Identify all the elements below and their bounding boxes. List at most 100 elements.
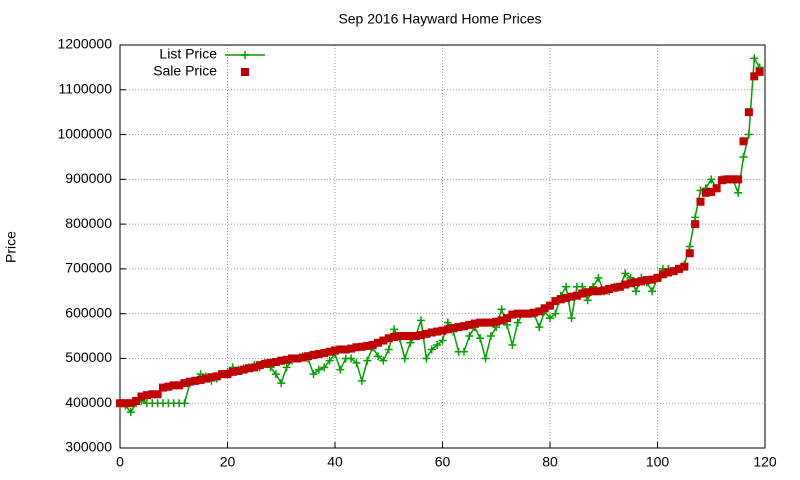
x-tick-label: 60	[435, 454, 451, 470]
data-point	[320, 349, 329, 358]
data-point	[497, 316, 506, 325]
data-point	[341, 345, 350, 354]
data-point	[728, 175, 737, 184]
data-point	[384, 334, 393, 343]
data-point	[642, 276, 651, 285]
data-point	[529, 308, 538, 317]
data-point	[363, 356, 372, 365]
data-point	[486, 332, 495, 341]
data-point	[368, 341, 377, 350]
data-point	[605, 285, 614, 294]
data-point	[567, 314, 576, 323]
data-point	[228, 367, 237, 376]
y-tick-label: 1000000	[57, 125, 112, 141]
data-point	[540, 304, 549, 313]
data-point	[239, 365, 248, 374]
data-point	[750, 54, 759, 63]
data-point	[481, 318, 490, 327]
data-point	[298, 353, 307, 362]
data-point	[486, 318, 495, 327]
data-point	[503, 320, 511, 329]
data-point	[535, 323, 544, 332]
data-point	[325, 356, 334, 365]
data-point	[551, 297, 560, 306]
data-point	[400, 354, 409, 363]
data-point	[261, 359, 270, 368]
data-point	[384, 345, 393, 354]
x-tick-label: 80	[542, 454, 558, 470]
data-point	[148, 390, 157, 399]
data-point	[406, 332, 415, 341]
data-point	[277, 379, 286, 388]
data-point	[546, 314, 554, 323]
data-point	[513, 309, 522, 318]
data-point	[750, 72, 759, 81]
data-point	[406, 338, 415, 347]
data-point	[336, 365, 345, 374]
x-tick-label: 100	[646, 454, 670, 470]
data-point	[196, 375, 205, 384]
data-point	[250, 363, 259, 372]
data-point	[460, 322, 468, 331]
data-point	[271, 370, 280, 379]
data-point	[599, 286, 608, 295]
legend-label: Sale Price	[153, 63, 217, 79]
chart-title: Sep 2016 Hayward Home Prices	[338, 11, 541, 27]
data-point	[212, 372, 221, 381]
data-point	[481, 354, 490, 363]
legend-label: List Price	[159, 46, 217, 62]
data-point	[701, 188, 710, 197]
data-point	[159, 383, 167, 392]
data-point	[417, 316, 425, 325]
data-point	[562, 293, 571, 302]
data-point	[347, 354, 356, 363]
data-point	[691, 220, 700, 229]
data-point	[400, 332, 409, 341]
data-point	[744, 130, 753, 139]
data-point	[615, 282, 624, 291]
data-point	[282, 355, 291, 364]
series-line	[119, 56, 761, 414]
data-point	[648, 287, 657, 296]
data-point	[126, 408, 135, 417]
data-point	[583, 288, 592, 297]
data-point	[438, 336, 447, 345]
data-point	[513, 318, 522, 327]
data-point	[583, 296, 592, 305]
data-point	[632, 278, 640, 287]
data-point	[551, 309, 560, 318]
y-tick-label: 1200000	[57, 36, 112, 52]
legend-marker	[241, 68, 249, 76]
data-point	[185, 377, 194, 386]
data-point	[191, 376, 200, 385]
data-point	[126, 399, 135, 408]
data-point	[755, 67, 764, 76]
data-point	[696, 197, 705, 206]
data-point	[470, 319, 479, 328]
data-point	[626, 279, 635, 288]
data-point	[664, 268, 673, 277]
data-point	[734, 175, 743, 184]
data-point	[132, 396, 141, 405]
data-point	[734, 188, 743, 197]
data-point	[234, 366, 243, 375]
data-point	[739, 152, 748, 161]
data-point	[648, 275, 657, 284]
data-point	[465, 320, 474, 329]
data-point	[255, 361, 264, 370]
data-point	[379, 356, 388, 365]
plot-frame	[119, 44, 766, 449]
data-point	[685, 242, 694, 251]
data-point	[503, 314, 511, 323]
data-point	[309, 350, 318, 359]
data-point	[223, 370, 232, 379]
data-point	[744, 108, 753, 117]
y-axis-label: Price	[3, 231, 19, 263]
data-point	[379, 336, 388, 345]
data-point	[282, 363, 291, 372]
data-point	[594, 273, 603, 282]
data-point	[508, 310, 517, 319]
y-tick-label: 900000	[65, 170, 112, 186]
data-point	[460, 347, 468, 356]
